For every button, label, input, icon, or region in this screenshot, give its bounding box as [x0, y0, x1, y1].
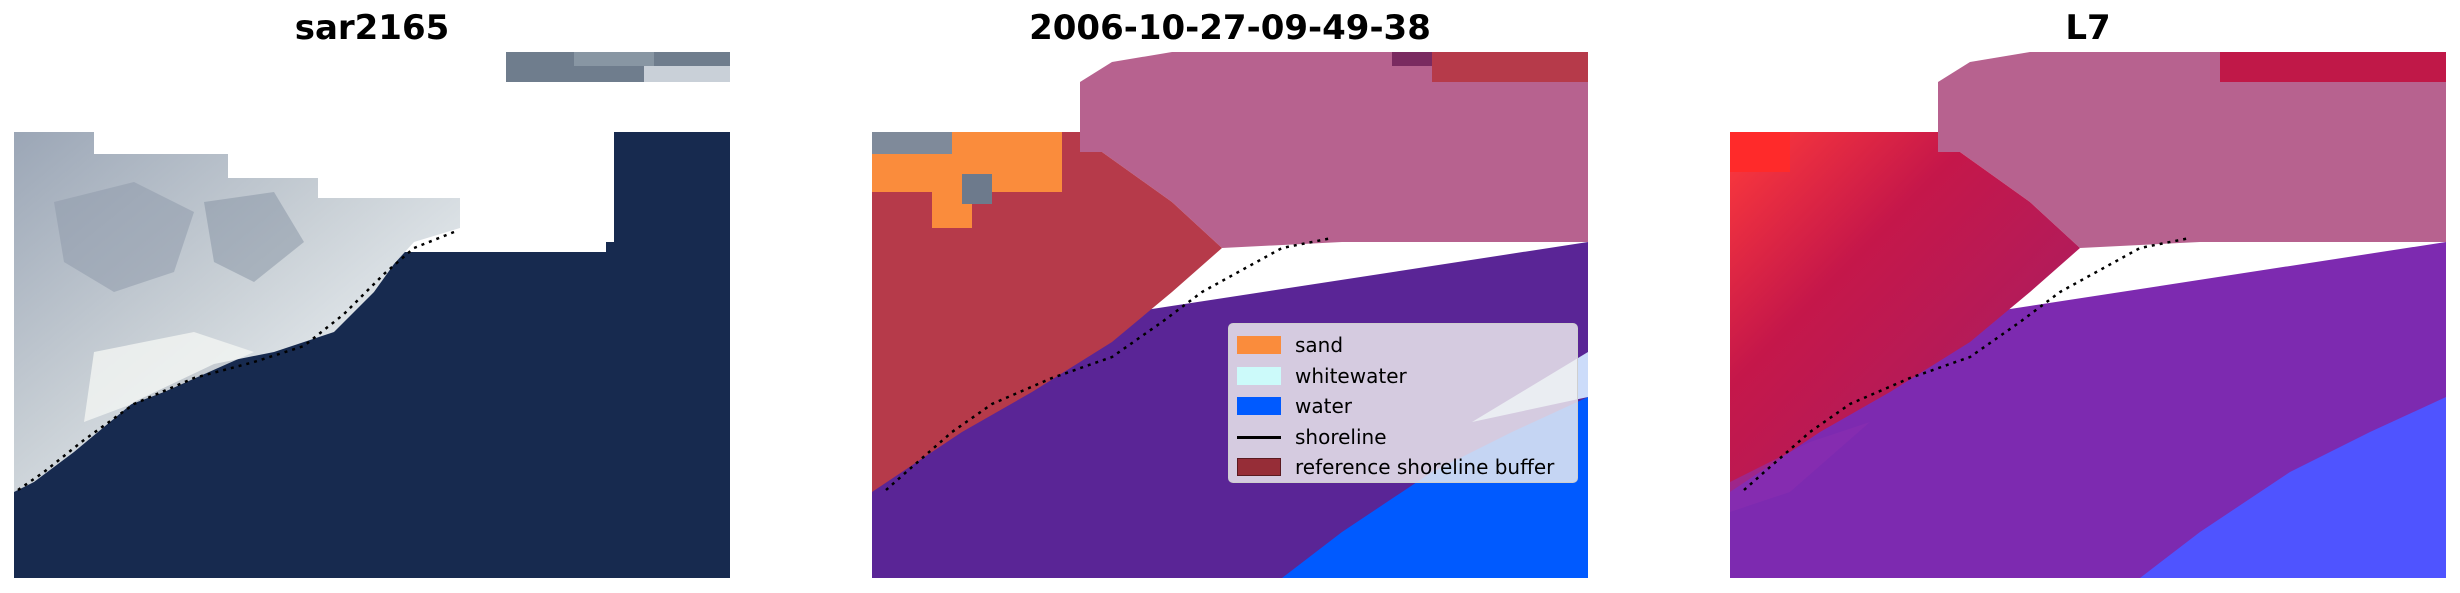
- legend-label: reference shoreline buffer: [1295, 455, 1555, 480]
- satellite-rgb-image: [14, 52, 730, 578]
- panel-title-l7: L7: [2065, 8, 2111, 48]
- l7-index-image: [1730, 52, 2446, 578]
- classification-image: [872, 52, 1588, 578]
- shoreline-line-swatch: [1237, 436, 1281, 440]
- whitewater-swatch: [1237, 366, 1281, 385]
- water-swatch: [1237, 397, 1281, 416]
- legend-item-reference-buffer: reference shoreline buffer: [1237, 452, 1567, 483]
- legend-label: sand: [1295, 333, 1344, 358]
- legend-item-sand: sand: [1237, 330, 1567, 361]
- legend-item-water: water: [1237, 391, 1567, 422]
- legend-label: water: [1295, 394, 1352, 419]
- legend-item-whitewater: whitewater: [1237, 361, 1567, 392]
- panel-title-date: 2006-10-27-09-49-38: [1029, 8, 1431, 48]
- sand-swatch: [1237, 336, 1281, 355]
- panel-title-sar2165: sar2165: [294, 8, 450, 48]
- legend-label: whitewater: [1295, 363, 1407, 388]
- buffer-swatch: [1237, 458, 1281, 477]
- legend: sand whitewater water shoreline referenc…: [1228, 323, 1578, 483]
- legend-label: shoreline: [1295, 424, 1387, 449]
- legend-item-shoreline: shoreline: [1237, 422, 1567, 453]
